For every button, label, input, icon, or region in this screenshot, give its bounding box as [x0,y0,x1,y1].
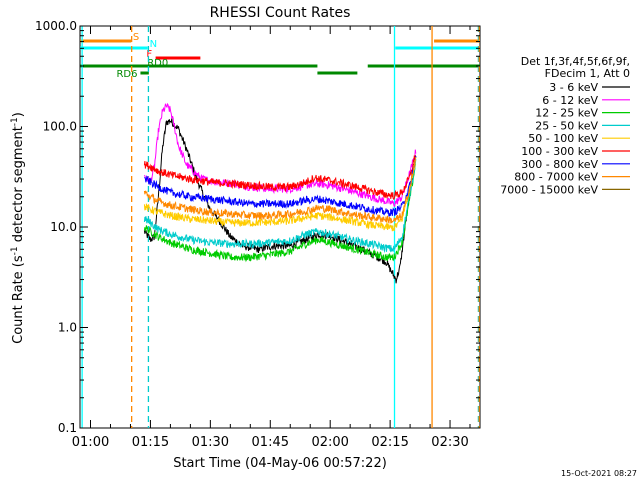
legend-label: 12 - 25 keV [535,107,598,120]
chart-title: RHESSI Count Rates [210,5,351,21]
legend-label: 3 - 6 keV [549,81,598,94]
plot-area [79,25,481,429]
legend-label: 100 - 300 keV [521,145,598,158]
series-line [143,163,417,263]
series-line [143,118,417,284]
series-line [143,154,416,200]
legend-label: 50 - 100 keV [528,132,598,145]
series-line [143,102,417,207]
x-tick-label: 01:00 [72,435,109,450]
series-line [143,158,417,254]
flag-label: N [150,39,157,50]
y-axis-label: Count Rate (s-1 detector segment-1) [10,112,26,344]
flag-label: S [133,32,139,43]
legend-label: 25 - 50 keV [535,119,598,132]
legend-label: 7000 - 15000 keV [500,183,598,196]
legend: Det 1f,3f,4f,5f,6f,9f, FDecim 1, Att 0 3… [500,55,630,196]
flag-label: RD0 [147,58,168,69]
x-axis: 01:00 01:15 01:30 01:45 02:00 02:15 02:30 [72,26,471,450]
series-line [143,156,417,224]
series-lines [143,102,417,284]
flag-label: RD6 [116,69,137,80]
x-tick-label: 02:30 [431,435,468,450]
plot-frame [79,25,481,429]
vertical-markers [81,26,480,428]
x-axis-label: Start Time (04-May-06 00:57:22) [173,456,387,471]
y-tick-label: 1.0 [58,321,77,335]
legend-label: 6 - 12 keV [542,94,598,107]
x-tick-label: 01:45 [252,435,289,450]
legend-header-2: FDecim 1, Att 0 [545,67,630,80]
legend-header-1: Det 1f,3f,4f,5f,6f,9f, [521,55,630,68]
y-tick-label: 100.0 [43,120,77,134]
x-tick-label: 02:00 [311,435,348,450]
y-tick-label: 0.1 [58,421,77,435]
y-axis: 1000.0 100.0 10.0 1.0 0.1 [35,19,480,435]
flag-label: F [146,49,152,60]
x-tick-label: 02:15 [371,435,408,450]
y-tick-label: 10.0 [50,220,77,234]
timestamp: 15-Oct-2021 08:27 [561,469,637,478]
series-line [144,155,417,217]
legend-label: 300 - 800 keV [521,158,598,171]
x-tick-label: 01:15 [132,435,169,450]
legend-label: 800 - 7000 keV [514,171,598,184]
x-tick-label: 01:30 [192,435,229,450]
series-line [143,160,417,232]
y-tick-label: 1000.0 [35,19,77,33]
